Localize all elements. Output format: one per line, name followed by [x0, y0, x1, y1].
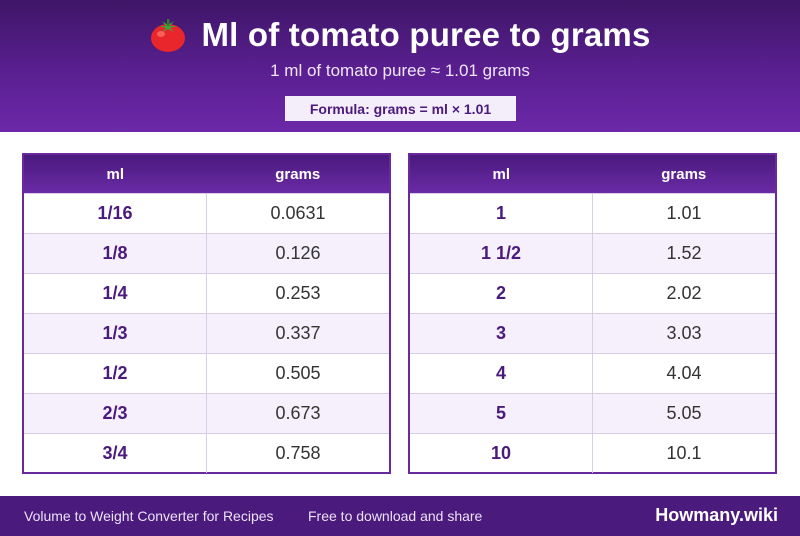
- grams-cell: 3.03: [666, 323, 702, 343]
- table-row: 1 1/2 1.52: [410, 233, 775, 273]
- grams-cell: 1.52: [666, 243, 702, 263]
- grams-cell: 2.02: [666, 283, 702, 303]
- table-row: 3/4 0.758: [24, 433, 389, 473]
- page-subtitle: 1 ml of tomato puree ≈ 1.01 grams: [270, 61, 530, 80]
- grams-cell: 0.337: [275, 323, 321, 343]
- ml-cell: 2: [410, 274, 593, 313]
- ml-cell: 2/3: [24, 394, 207, 433]
- table-row: 4 4.04: [410, 353, 775, 393]
- table-row: 1 1.01: [410, 193, 775, 233]
- ml-cell: 1: [410, 194, 593, 233]
- grams-cell: 0.253: [275, 283, 321, 303]
- ml-cell: 1/16: [24, 194, 207, 233]
- table-row: 1/3 0.337: [24, 313, 389, 353]
- table-row: 1/2 0.505: [24, 353, 389, 393]
- brand-logo-text[interactable]: Howmany.wiki: [655, 505, 778, 525]
- table-header: ml grams: [410, 155, 775, 193]
- ml-cell: 3/4: [24, 434, 207, 473]
- ml-cell: 1/3: [24, 314, 207, 353]
- formula-badge: Formula: grams = ml × 1.01: [285, 96, 516, 121]
- table-row: 2/3 0.673: [24, 393, 389, 433]
- table-row: 1/8 0.126: [24, 233, 389, 273]
- table-row: 2 2.02: [410, 273, 775, 313]
- ml-cell: 1/8: [24, 234, 207, 273]
- grams-cell: 1.01: [666, 203, 702, 223]
- grams-cell: 0.505: [275, 363, 321, 383]
- ml-cell: 1 1/2: [410, 234, 593, 273]
- conversion-table-right: ml grams 1 1.01 1 1/2 1.52 2 2.02 3 3.03…: [408, 153, 777, 474]
- grams-cell: 4.04: [666, 363, 702, 383]
- column-header-ml: ml: [106, 165, 124, 183]
- footer-bar: Volume to Weight Converter for Recipes F…: [0, 496, 800, 536]
- table-row: 5 5.05: [410, 393, 775, 433]
- footer-share-note: Free to download and share: [308, 508, 483, 524]
- footer-tagline: Volume to Weight Converter for Recipes: [24, 508, 274, 524]
- grams-cell: 0.0631: [270, 203, 326, 223]
- tomato-icon: [149, 17, 187, 53]
- ml-cell: 5: [410, 394, 593, 433]
- grams-cell: 0.126: [275, 243, 321, 263]
- ml-cell: 1/2: [24, 354, 207, 393]
- table-row: 10 10.1: [410, 433, 775, 473]
- table-row: 3 3.03: [410, 313, 775, 353]
- title-row: Ml of tomato puree to grams: [0, 14, 800, 56]
- conversion-table-left: ml grams 1/16 0.0631 1/8 0.126 1/4 0.253…: [22, 153, 391, 474]
- table-header: ml grams: [24, 155, 389, 193]
- page-title: Ml of tomato puree to grams: [201, 16, 651, 53]
- header-banner: Ml of tomato puree to grams 1 ml of toma…: [0, 0, 800, 132]
- column-header-ml: ml: [492, 165, 510, 183]
- table-row: 1/16 0.0631: [24, 193, 389, 233]
- grams-cell: 5.05: [666, 403, 702, 423]
- grams-cell: 0.673: [275, 403, 321, 423]
- grams-cell: 10.1: [666, 443, 702, 463]
- table-row: 1/4 0.253: [24, 273, 389, 313]
- ml-cell: 4: [410, 354, 593, 393]
- grams-cell: 0.758: [275, 443, 321, 463]
- column-header-grams: grams: [661, 165, 707, 183]
- column-header-grams: grams: [275, 165, 321, 183]
- ml-cell: 3: [410, 314, 593, 353]
- ml-cell: 10: [410, 434, 593, 473]
- ml-cell: 1/4: [24, 274, 207, 313]
